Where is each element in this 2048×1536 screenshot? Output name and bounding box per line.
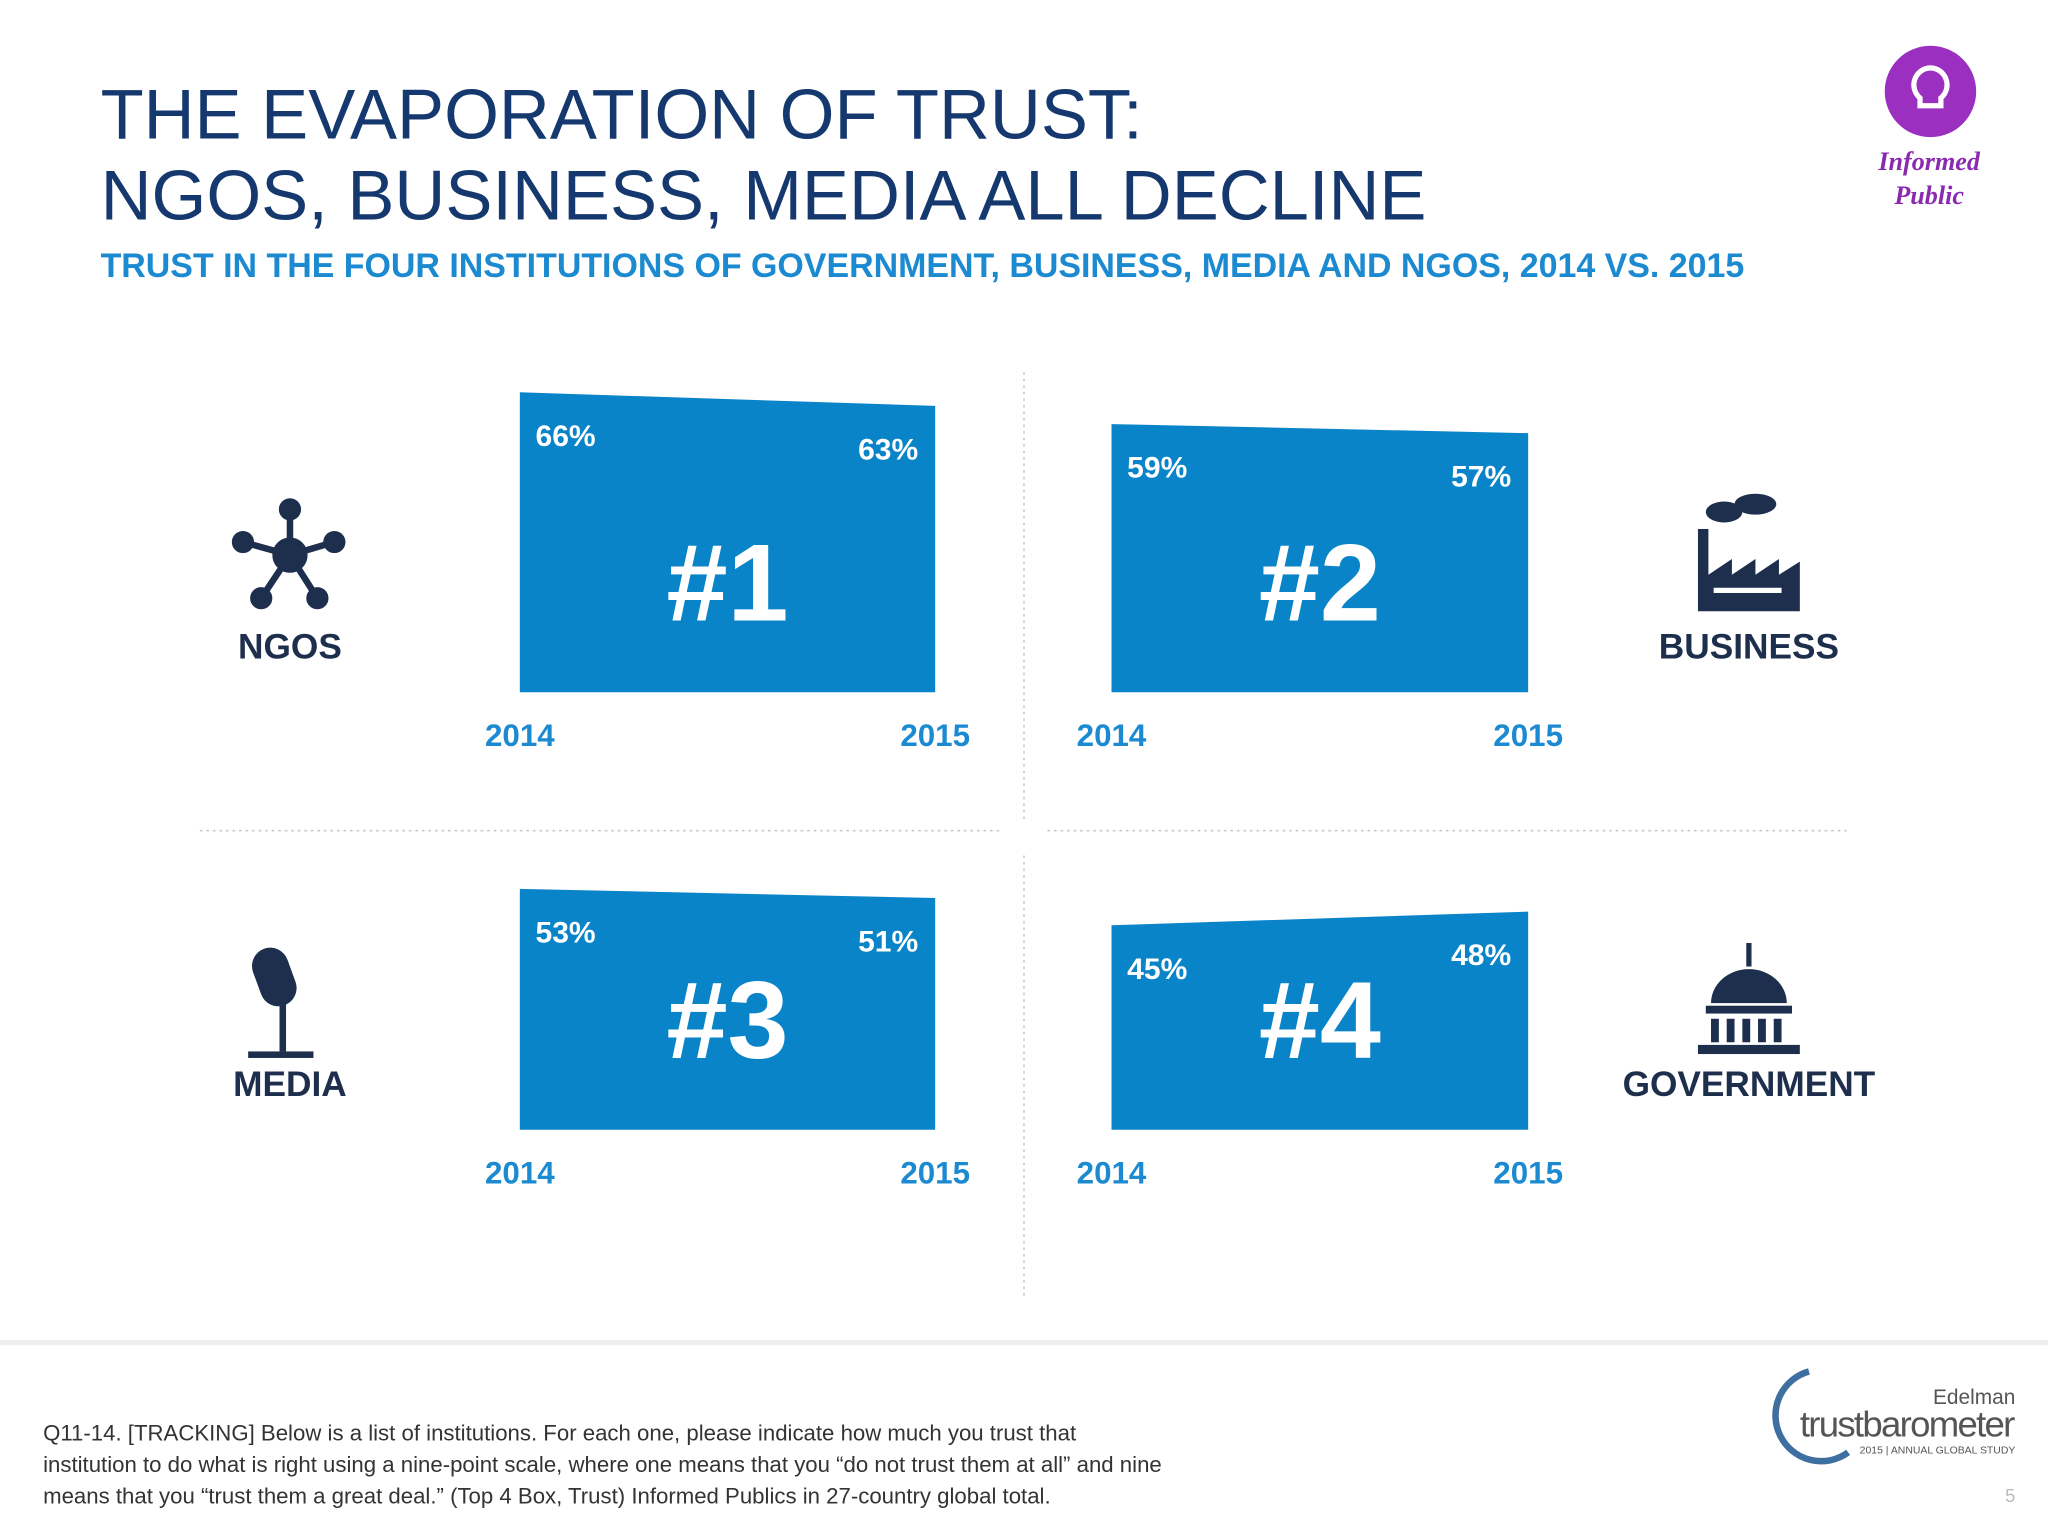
x-tick-label: 2015 <box>1493 718 1563 753</box>
government-icon <box>1697 943 1800 1055</box>
institution-label: GOVERNMENT <box>1623 1065 1876 1104</box>
bulb <box>1911 65 1950 109</box>
institution-label: MEDIA <box>233 1065 347 1104</box>
institution-label: NGOS <box>238 627 342 666</box>
business-icon <box>1697 493 1800 612</box>
x-tick-label: 2015 <box>1493 1155 1563 1190</box>
area <box>519 888 936 1130</box>
badge-text: Public <box>1893 181 1964 210</box>
value-label: 48% <box>1451 939 1511 972</box>
ngos-icon <box>231 498 346 610</box>
area <box>519 392 936 693</box>
x-tick-label: 2014 <box>1077 1155 1147 1190</box>
media-icon <box>248 947 314 1058</box>
value-label: 45% <box>1127 953 1187 986</box>
divider <box>0 1340 2048 1346</box>
value-label: 57% <box>1451 461 1511 494</box>
value-label: 63% <box>858 433 918 466</box>
area <box>1111 911 1529 1130</box>
x-tick-label: 2014 <box>485 1155 555 1190</box>
logo-brand: Edelman <box>1933 1386 2015 1409</box>
rank: #2 <box>1259 522 1381 644</box>
x-tick-label: 2014 <box>485 718 555 753</box>
institution-label: BUSINESS <box>1659 627 1839 666</box>
value-label: 51% <box>858 926 918 959</box>
x-tick-label: 2014 <box>1077 718 1147 753</box>
subtitle: TRUST IN THE FOUR INSTITUTIONS OF GOVERN… <box>101 247 1745 285</box>
x-tick-label: 2015 <box>900 1155 970 1190</box>
logo-ring <box>1772 1368 1851 1465</box>
badge-text: Informed <box>1877 147 1980 176</box>
rank: #1 <box>666 522 788 644</box>
title-line: NGOS, BUSINESS, MEDIA ALL DECLINE <box>101 155 1427 234</box>
badge-icon <box>1884 45 1977 138</box>
value-label: 53% <box>536 916 596 949</box>
footnote: institution to do what is right using a … <box>43 1452 1162 1477</box>
value-label: 59% <box>1127 452 1187 485</box>
footnote: Q11-14. [TRACKING] Below is a list of in… <box>43 1421 1076 1446</box>
logo-name: trustbarometer <box>1800 1404 2016 1445</box>
page-number: 5 <box>2005 1485 2015 1506</box>
area <box>1111 424 1529 693</box>
rank: #3 <box>666 960 788 1082</box>
rank: #4 <box>1259 960 1381 1082</box>
x-tick-label: 2015 <box>900 718 970 753</box>
logo-study: 2015 | ANNUAL GLOBAL STUDY <box>1860 1446 2016 1457</box>
value-label: 66% <box>536 420 596 453</box>
footnote: means that you “trust them a great deal.… <box>43 1483 1051 1508</box>
title-line: THE EVAPORATION OF TRUST: <box>101 74 1143 153</box>
